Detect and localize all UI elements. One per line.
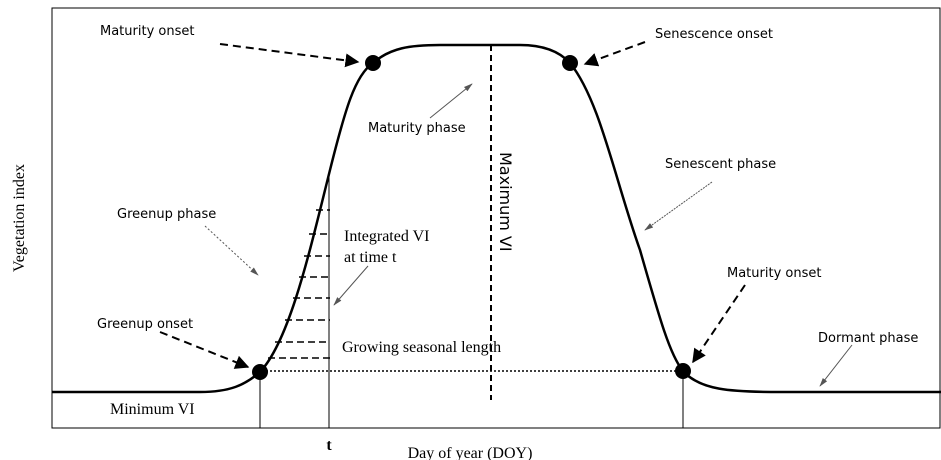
label: Maximum VI	[496, 152, 515, 252]
label: at time t	[344, 249, 397, 266]
label: Greenup onset	[97, 317, 193, 332]
hatch	[268, 209, 330, 359]
label: Minimum VI	[110, 401, 195, 418]
label: Greenup phase	[117, 207, 216, 222]
vi-curve	[52, 43, 941, 394]
x-marker: t	[326, 437, 332, 454]
label: Maturity onset	[727, 266, 821, 281]
label: Senescent phase	[665, 157, 776, 172]
label: Senescence onset	[655, 27, 773, 42]
label: Dormant phase	[818, 331, 918, 346]
arrows	[159, 41, 853, 387]
label: Integrated VI	[344, 228, 429, 245]
label: Maturity phase	[368, 121, 466, 136]
label: Growing seasonal length	[342, 339, 501, 356]
frame	[51, 7, 941, 429]
label: Maturity onset	[100, 24, 194, 39]
points	[252, 55, 691, 380]
y-axis-label: Vegetation index	[11, 164, 28, 272]
x-axis-label: Day of year (DOY)	[408, 445, 533, 460]
drop-lines	[259, 172, 684, 428]
